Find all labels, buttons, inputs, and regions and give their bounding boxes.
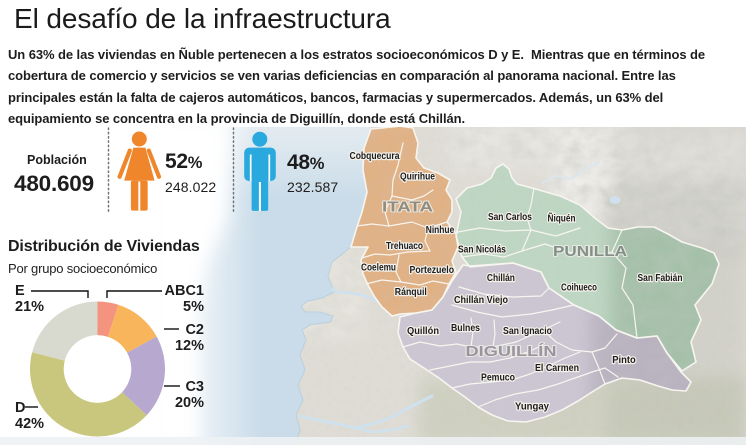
svg-text:San Nicolás: San Nicolás bbox=[458, 244, 506, 256]
svg-text:Coelemu: Coelemu bbox=[361, 261, 396, 273]
svg-text:Ninhue: Ninhue bbox=[426, 224, 455, 236]
svg-text:Chillán Viejo: Chillán Viejo bbox=[454, 294, 508, 306]
svg-text:San Ignacio: San Ignacio bbox=[503, 325, 552, 337]
svg-text:Quillón: Quillón bbox=[407, 325, 439, 337]
svg-text:Pinto: Pinto bbox=[612, 354, 636, 366]
svg-text:San Carlos: San Carlos bbox=[488, 211, 532, 223]
svg-text:San Fabián: San Fabián bbox=[638, 272, 683, 284]
svg-text:Portezuelo: Portezuelo bbox=[410, 264, 455, 276]
svg-text:Chillán: Chillán bbox=[487, 272, 515, 284]
svg-text:Ñiquén: Ñiquén bbox=[548, 212, 576, 225]
svg-text:Pemuco: Pemuco bbox=[481, 372, 515, 384]
svg-text:Bulnes: Bulnes bbox=[451, 322, 480, 334]
svg-text:Trehuaco: Trehuaco bbox=[386, 240, 423, 252]
svg-text:ITATA: ITATA bbox=[382, 199, 433, 216]
svg-text:Ránquil: Ránquil bbox=[395, 286, 427, 298]
svg-text:Coihueco: Coihueco bbox=[561, 282, 597, 294]
svg-text:DIGUILLÍN: DIGUILLÍN bbox=[466, 343, 557, 360]
svg-text:Cobquecura: Cobquecura bbox=[350, 150, 400, 162]
svg-text:Yungay: Yungay bbox=[515, 401, 549, 413]
svg-text:PUNILLA: PUNILLA bbox=[553, 243, 627, 260]
svg-text:El Carmen: El Carmen bbox=[535, 362, 579, 374]
svg-text:Quirihue: Quirihue bbox=[400, 171, 435, 183]
